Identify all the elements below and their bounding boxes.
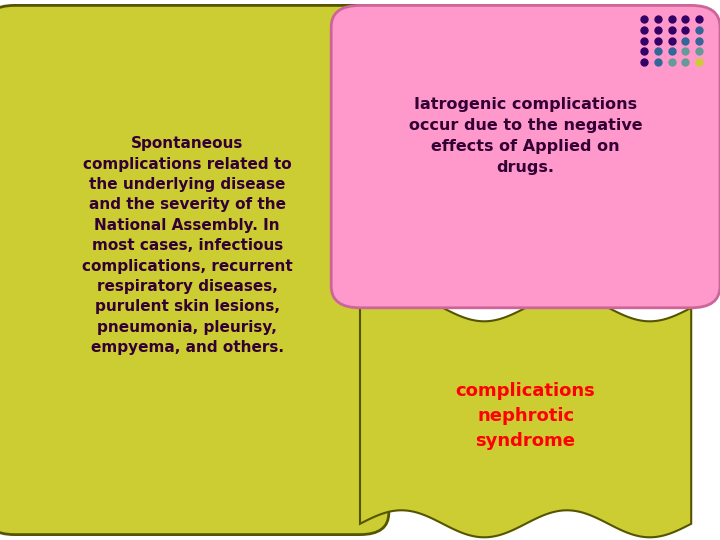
Polygon shape: [400, 27, 465, 313]
FancyBboxPatch shape: [0, 5, 389, 535]
Polygon shape: [360, 294, 691, 537]
Text: Spontaneous
complications related to
the underlying disease
and the severity of : Spontaneous complications related to the…: [82, 136, 292, 355]
Text: complications
nephrotic
syndrome: complications nephrotic syndrome: [456, 382, 595, 450]
Polygon shape: [360, 109, 367, 491]
FancyBboxPatch shape: [411, 11, 454, 32]
FancyBboxPatch shape: [331, 5, 720, 308]
Text: Iatrogenic complications
occur due to the negative
effects of Applied on
drugs.: Iatrogenic complications occur due to th…: [409, 97, 642, 175]
